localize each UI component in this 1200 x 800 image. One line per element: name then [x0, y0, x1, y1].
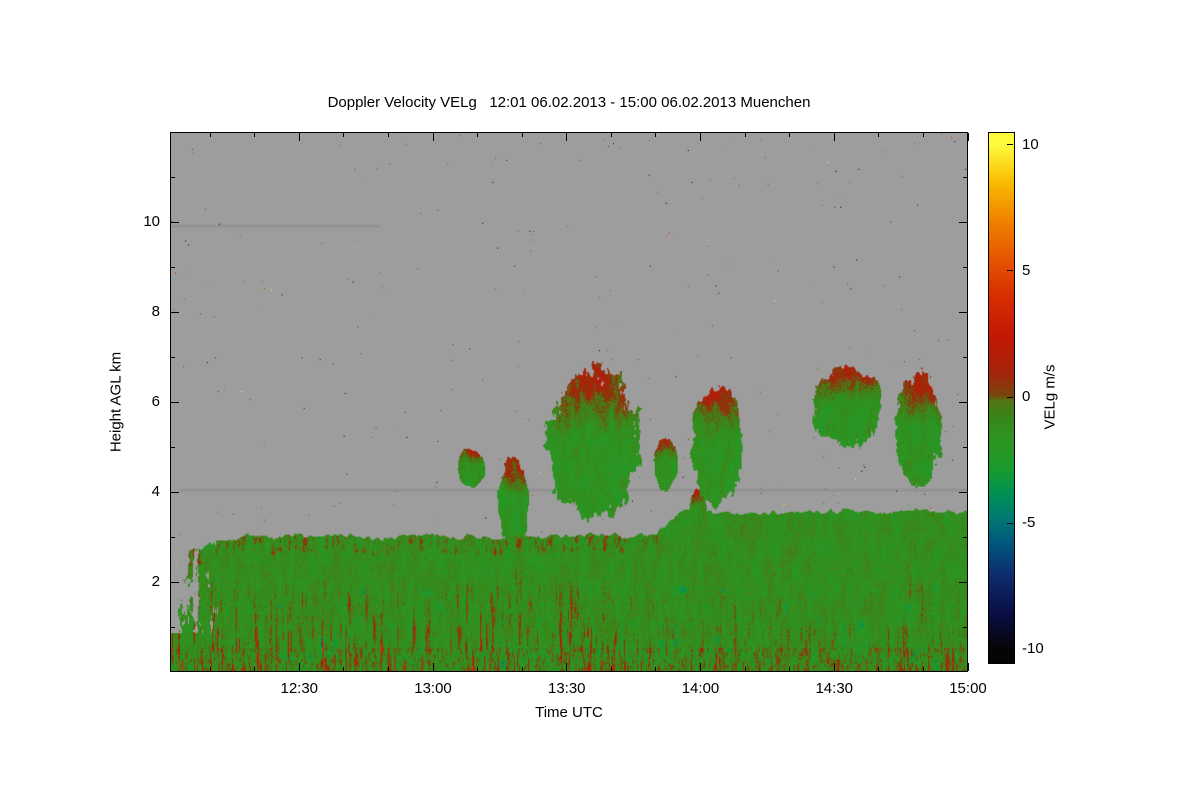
y-tick-label: 2: [151, 573, 160, 590]
colorbar-gradient-canvas: [989, 133, 1014, 663]
velocity-heatmap-canvas: [171, 133, 967, 671]
x-tick-label: 12:30: [280, 680, 319, 697]
y-tick-label: 8: [151, 303, 160, 320]
x-tick-label: 13:30: [547, 680, 586, 697]
x-tick-label: 14:00: [681, 680, 720, 697]
chart-title: Doppler Velocity VELg 12:01 06.02.2013 -…: [327, 94, 811, 111]
plot-area: [170, 132, 968, 672]
colorbar-tick-label: -5: [1022, 514, 1036, 532]
x-tick-label: 15:00: [949, 680, 987, 697]
x-tick-label: 14:30: [815, 680, 854, 697]
colorbar-tick-label: -10: [1022, 640, 1044, 658]
colorbar: [988, 132, 1015, 664]
x-tick-label: 13:00: [414, 680, 452, 697]
x-axis-title: Time UTC: [535, 704, 603, 721]
colorbar-tick-label: 10: [1022, 135, 1039, 153]
y-tick-label: 4: [151, 483, 160, 500]
colorbar-title: VELg m/s: [1041, 364, 1059, 430]
y-tick-label: 10: [143, 213, 160, 230]
colorbar-tick-label: 5: [1022, 261, 1031, 279]
y-axis-title: Height AGL km: [107, 351, 125, 453]
